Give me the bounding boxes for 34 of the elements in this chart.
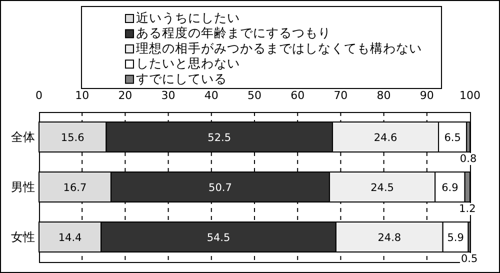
- x-tick-label: 80: [376, 89, 391, 102]
- data-label: 24.6: [374, 132, 398, 144]
- data-label: 24.5: [370, 182, 394, 194]
- y-tick-label: 全体: [11, 130, 35, 144]
- data-label: 0.8: [460, 153, 477, 165]
- data-label: 16.7: [63, 182, 87, 194]
- data-label: 1.2: [459, 203, 476, 215]
- data-label: 0.5: [461, 253, 478, 265]
- data-label: 15.6: [60, 132, 85, 144]
- x-tick-label: 90: [420, 89, 434, 102]
- y-tick-label: 男性: [11, 180, 35, 194]
- x-tick-label: 0: [36, 89, 42, 102]
- y-tick-label: 女性: [11, 230, 35, 244]
- x-tick-label: 20: [118, 89, 132, 102]
- legend-label: すでにしている: [136, 70, 227, 86]
- legend-label: 近いうちにしたい: [136, 10, 240, 25]
- data-label: 6.5: [444, 132, 461, 144]
- x-tick-label: 30: [161, 89, 176, 102]
- x-tick-label: 70: [334, 89, 348, 102]
- legend-label: したいと思わない: [136, 56, 240, 71]
- data-label: 5.9: [447, 232, 464, 244]
- x-tick-label: 50: [248, 89, 262, 102]
- data-label: 14.4: [58, 232, 82, 244]
- data-label: 54.5: [206, 232, 230, 244]
- x-tick-label: 100: [460, 89, 480, 102]
- x-tick-label: 10: [75, 89, 90, 102]
- data-label: 52.5: [208, 132, 232, 144]
- legend-label: 理想の相手がみつかるまではしなくても構わない: [136, 40, 422, 56]
- data-label: 50.7: [208, 182, 232, 194]
- data-label: 24.8: [378, 232, 402, 244]
- x-tick-label: 40: [204, 89, 218, 102]
- legend-label: ある程度の年齢までにするつもり: [136, 25, 331, 40]
- x-tick-label: 60: [290, 89, 305, 102]
- data-label: 6.9: [442, 182, 458, 194]
